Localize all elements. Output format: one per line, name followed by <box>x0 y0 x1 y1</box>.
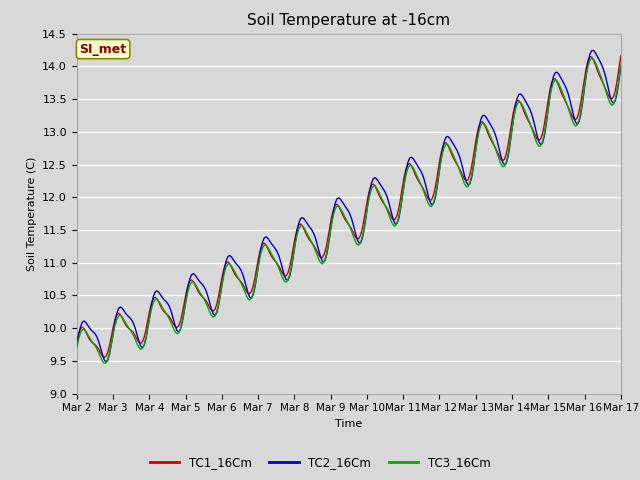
Y-axis label: Soil Temperature (C): Soil Temperature (C) <box>27 156 36 271</box>
Legend: TC1_16Cm, TC2_16Cm, TC3_16Cm: TC1_16Cm, TC2_16Cm, TC3_16Cm <box>145 452 495 474</box>
X-axis label: Time: Time <box>335 419 362 429</box>
Text: SI_met: SI_met <box>79 43 127 56</box>
Title: Soil Temperature at -16cm: Soil Temperature at -16cm <box>247 13 451 28</box>
